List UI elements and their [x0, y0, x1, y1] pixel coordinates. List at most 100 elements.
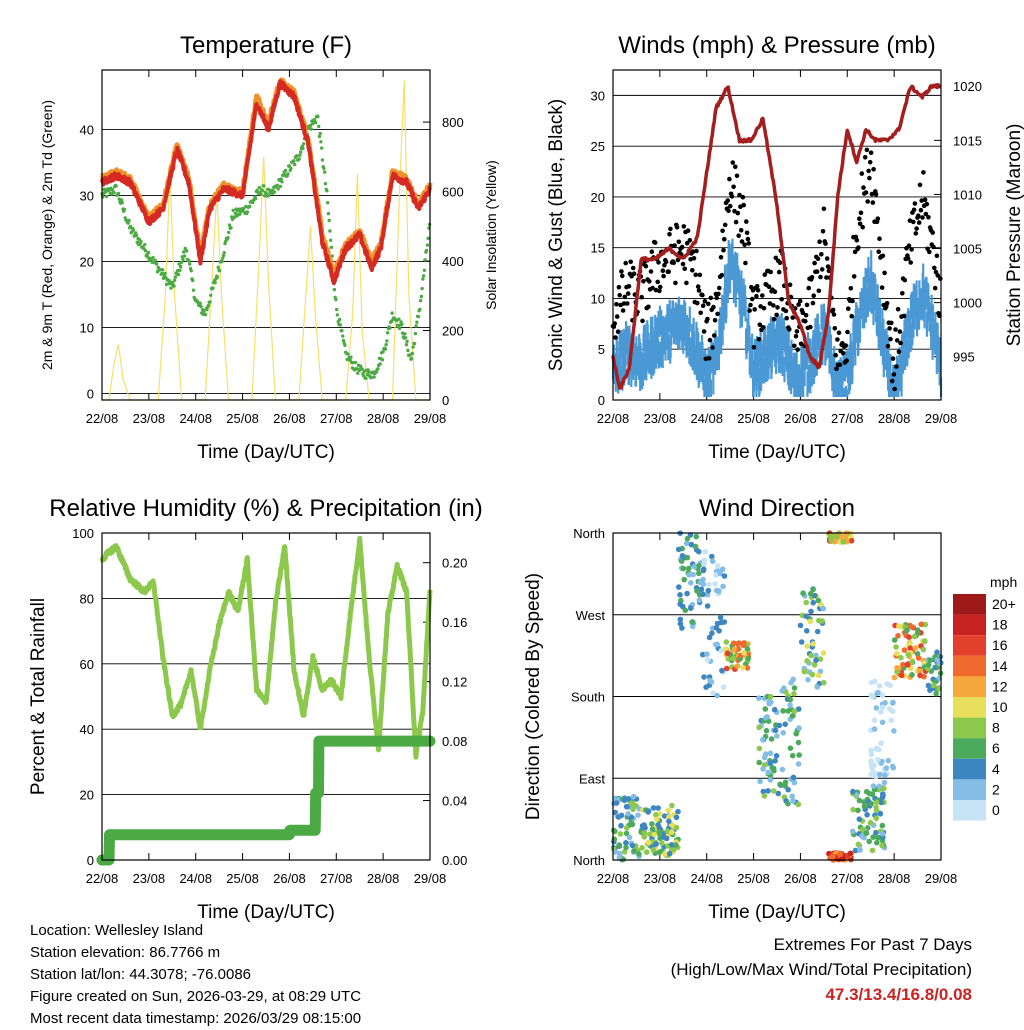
dewpoint-point	[405, 339, 409, 343]
direction-point	[709, 553, 715, 560]
direction-point	[718, 647, 725, 654]
gust-point	[698, 310, 703, 316]
gust-point	[803, 318, 808, 324]
direction-point	[677, 620, 684, 627]
direction-point	[877, 811, 884, 817]
direction-point	[814, 628, 821, 635]
gust-point	[932, 265, 937, 271]
gust-point	[819, 252, 824, 257]
gust-point	[914, 226, 919, 231]
x-tick-label: 23/08	[133, 411, 166, 426]
gust-point	[921, 170, 926, 175]
direction-point	[668, 846, 675, 853]
dewpoint-point	[397, 326, 402, 331]
direction-point	[787, 696, 794, 703]
direction-point	[796, 752, 802, 758]
gust-point	[931, 244, 936, 250]
gust-point	[625, 301, 630, 306]
direction-point	[856, 797, 863, 804]
dewpoint-point	[343, 343, 347, 347]
gust-point	[798, 341, 804, 347]
gust-point	[761, 305, 767, 311]
colorbar-label: 8	[992, 720, 1000, 736]
y2-tick-label: 0.08	[442, 734, 467, 749]
y2-tick-label: 0.12	[442, 675, 467, 690]
direction-point	[744, 646, 751, 652]
direction-point	[686, 572, 692, 578]
gust-point	[793, 333, 799, 339]
gust-point	[795, 347, 800, 352]
direction-point	[680, 565, 687, 572]
gust-point	[613, 335, 618, 340]
dewpoint-point	[338, 323, 343, 327]
dewpoint-point	[298, 153, 302, 157]
dewpoint-point	[203, 313, 208, 317]
gust-point	[816, 288, 822, 294]
dewpoint-point	[330, 254, 334, 258]
y2-tick-label: 200	[442, 324, 464, 339]
direction-point	[879, 692, 886, 698]
gust-point	[714, 295, 719, 301]
dewpoint-point	[198, 301, 202, 305]
direction-point	[860, 826, 866, 833]
direction-point	[621, 797, 628, 804]
direction-point	[756, 745, 763, 752]
direction-point	[886, 706, 893, 712]
gust-point	[804, 302, 810, 308]
dewpoint-point	[421, 277, 425, 281]
gust-point	[621, 301, 627, 306]
direction-point	[698, 586, 705, 593]
direction-point	[873, 815, 880, 822]
direction-point	[717, 570, 724, 577]
dewpoint-point	[317, 124, 321, 129]
direction-point	[820, 650, 827, 656]
gust-point	[774, 312, 779, 318]
dewpoint-point	[262, 184, 266, 188]
gust-point	[830, 307, 836, 313]
gust-point	[905, 256, 911, 261]
gust-point	[771, 303, 776, 308]
x-tick-label: 25/08	[226, 871, 259, 886]
dewpoint-point	[334, 297, 338, 302]
direction-point	[810, 586, 816, 593]
gust-point	[923, 211, 929, 217]
direction-point	[629, 821, 636, 828]
direction-point	[761, 793, 768, 799]
direction-point	[618, 822, 624, 829]
gust-point	[676, 239, 682, 245]
dewpoint-point	[308, 123, 313, 128]
y2-tick-label: 995	[953, 350, 975, 365]
gust-point	[738, 228, 744, 233]
direction-point	[877, 709, 884, 715]
gust-point	[868, 150, 874, 155]
direction-point	[683, 540, 690, 547]
direction-point	[879, 830, 886, 837]
colorbar-swatch	[953, 779, 986, 800]
direction-point	[785, 800, 791, 807]
gust-point	[922, 197, 928, 203]
dewpoint-point	[248, 204, 252, 209]
dewpoint-point	[254, 196, 258, 201]
direction-point	[891, 674, 898, 681]
direction-point	[616, 842, 622, 848]
gust-point	[917, 182, 923, 188]
gust-point	[846, 306, 851, 312]
gust-point	[766, 284, 772, 290]
direction-point	[718, 619, 725, 626]
gust-point	[619, 269, 624, 274]
x-tick-label: 29/08	[414, 871, 447, 886]
gust-point	[744, 219, 749, 224]
dewpoint-point	[372, 375, 376, 379]
dewpoint-point	[323, 182, 328, 186]
y-tick-label: 40	[80, 122, 94, 137]
direction-point	[803, 599, 809, 606]
gust-point	[841, 350, 846, 356]
dewpoint-point	[233, 211, 238, 215]
dewpoint-point	[211, 286, 215, 290]
gust-point	[650, 285, 655, 291]
dewpoint-point	[173, 278, 177, 282]
dewpoint-point	[423, 258, 427, 262]
direction-point	[684, 535, 691, 542]
gust-point	[885, 343, 891, 349]
x-tick-label: 25/08	[226, 411, 259, 426]
